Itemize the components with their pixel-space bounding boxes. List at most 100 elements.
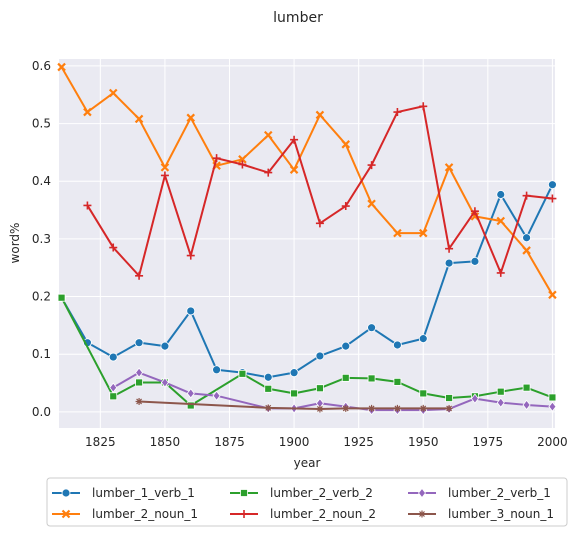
legend-marker — [417, 487, 427, 499]
data-point — [264, 404, 272, 412]
data-point — [367, 161, 376, 170]
data-point — [341, 140, 351, 149]
data-point — [212, 154, 221, 163]
y-tick-labels: 0.0 0.1 0.2 0.3 0.4 0.5 0.6 — [32, 59, 51, 419]
data-point — [367, 199, 376, 208]
data-point — [341, 202, 350, 211]
legend-frame — [46, 477, 568, 527]
legend-item: lumber_3_noun_1 — [408, 507, 554, 521]
x-tick-label: 1825 — [85, 435, 116, 449]
data-point — [57, 62, 66, 72]
x-tick-label: 1875 — [214, 435, 245, 449]
legend-item: lumber_2_verb_1 — [408, 486, 551, 500]
data-point — [341, 341, 351, 351]
legend-item: lumber_2_noun_1 — [52, 507, 198, 521]
data-point — [316, 384, 324, 393]
data-point — [470, 393, 479, 404]
legend-label: lumber_1_verb_1 — [92, 486, 195, 500]
data-point — [445, 394, 453, 402]
x-tick-labels: 1825 1850 1875 1900 1925 1950 1975 2000 — [85, 435, 568, 449]
data-point — [548, 180, 557, 190]
legend-label: lumber_2_verb_2 — [270, 486, 373, 500]
series-lumber_2_noun_1 — [57, 62, 557, 300]
data-point — [496, 397, 505, 408]
legend-marker — [61, 488, 71, 498]
data-point — [238, 155, 247, 164]
data-point — [418, 334, 428, 344]
data-point — [212, 365, 221, 375]
data-point — [393, 108, 402, 117]
data-point — [470, 207, 479, 216]
data-point — [264, 168, 273, 177]
data-point — [135, 271, 144, 280]
chart-title: lumber — [273, 10, 323, 26]
data-point — [315, 219, 324, 228]
data-point — [160, 377, 169, 388]
x-tick-label: 2000 — [537, 435, 568, 449]
data-point — [342, 404, 350, 412]
data-point — [108, 88, 118, 98]
legend-item: lumber_2_verb_2 — [230, 486, 373, 500]
data-point — [522, 399, 531, 411]
y-axis-label: word% — [8, 223, 22, 264]
data-point — [238, 369, 247, 378]
x-tick-label: 1925 — [343, 435, 374, 449]
data-point — [160, 341, 170, 351]
data-point — [83, 201, 92, 210]
data-point — [418, 228, 428, 238]
y-tick-label: 0.2 — [32, 290, 51, 304]
y-tick-label: 0.0 — [32, 405, 51, 419]
data-point — [548, 194, 557, 203]
legend-item: lumber_1_verb_1 — [52, 486, 195, 500]
legend-marker — [240, 489, 248, 497]
x-tick-label: 1975 — [473, 435, 504, 449]
data-point — [341, 373, 350, 382]
data-point — [445, 244, 454, 253]
data-point — [108, 352, 118, 362]
legend-item: lumber_2_noun_2 — [230, 507, 376, 521]
data-point — [522, 383, 531, 392]
data-point — [186, 251, 195, 260]
data-point — [548, 290, 557, 300]
series-lumber_2_verb_2 — [57, 293, 557, 410]
legend-label: lumber_2_noun_1 — [92, 507, 198, 521]
data-point — [419, 389, 428, 398]
series-line — [60, 297, 553, 407]
data-point — [496, 216, 506, 226]
data-point — [315, 110, 325, 120]
data-point — [367, 374, 376, 383]
data-point — [109, 392, 118, 401]
data-point — [522, 246, 531, 255]
y-tick-label: 0.4 — [32, 174, 51, 188]
data-point — [186, 388, 195, 399]
data-point — [289, 368, 299, 378]
data-point — [186, 401, 195, 410]
data-point — [470, 256, 480, 266]
data-point — [263, 372, 273, 382]
series-lumber_3_noun_1 — [135, 397, 453, 413]
data-point — [393, 377, 402, 386]
x-tick-label: 1850 — [150, 435, 181, 449]
data-point — [57, 293, 66, 302]
data-point — [315, 351, 325, 361]
data-point — [419, 404, 427, 412]
data-point — [290, 135, 299, 144]
data-point — [135, 378, 143, 387]
legend-label: lumber_2_noun_2 — [270, 507, 376, 521]
data-point — [368, 404, 376, 412]
data-point — [548, 401, 557, 412]
data-point — [393, 340, 402, 350]
data-point — [186, 306, 196, 316]
data-point — [393, 228, 402, 238]
x-tick-label: 1950 — [408, 435, 439, 449]
x-tick-label: 1900 — [279, 435, 310, 449]
data-point — [263, 130, 273, 140]
data-point — [109, 382, 118, 393]
legend-marker — [418, 510, 426, 518]
data-point — [264, 384, 273, 393]
data-point — [522, 191, 531, 200]
data-point — [548, 393, 557, 402]
data-point — [496, 268, 505, 277]
x-axis-label: year — [294, 456, 321, 470]
